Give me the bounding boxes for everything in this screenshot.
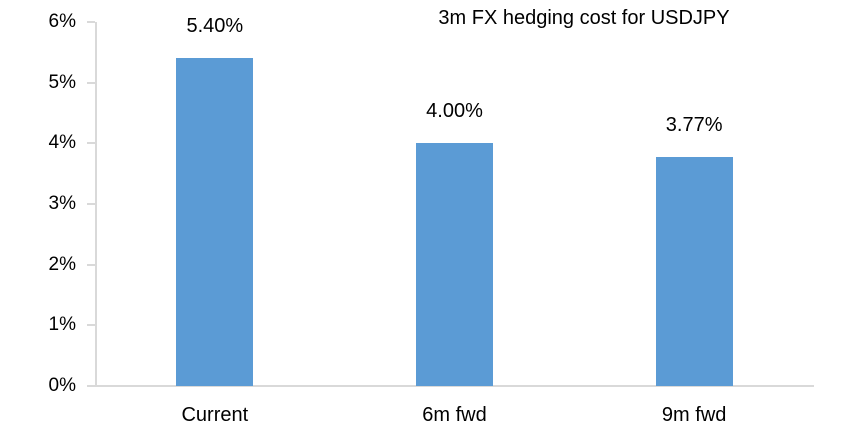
bar (176, 58, 254, 386)
x-category-label: 6m fwd (422, 404, 487, 426)
y-tick-mark (87, 263, 95, 266)
y-tick-label: 6% (48, 11, 76, 32)
y-tick-label: 5% (48, 71, 76, 93)
bar (416, 143, 493, 386)
y-axis (95, 22, 97, 387)
bar-value-label: 4.00% (426, 100, 483, 123)
y-tick-mark (87, 21, 95, 23)
y-tick-label: 4% (48, 132, 76, 154)
x-category-label: 9m fwd (661, 404, 727, 426)
bar-value-label: 5.40% (186, 15, 244, 38)
bar-value-label: 3.77% (665, 114, 723, 137)
x-category-label: Current (181, 404, 249, 426)
bar (655, 157, 733, 386)
y-tick-mark (87, 81, 95, 84)
y-tick-mark (87, 203, 95, 205)
y-tick-mark (87, 142, 95, 145)
y-tick-label: 2% (48, 253, 76, 275)
y-tick-label: 0% (48, 375, 76, 396)
x-axis (88, 385, 814, 387)
y-tick-label: 1% (48, 314, 76, 336)
y-tick-label: 3% (48, 193, 76, 214)
chart-title: 3m FX hedging cost for USDJPY (438, 7, 730, 29)
y-tick-mark (87, 324, 95, 327)
y-tick-mark (87, 385, 95, 387)
